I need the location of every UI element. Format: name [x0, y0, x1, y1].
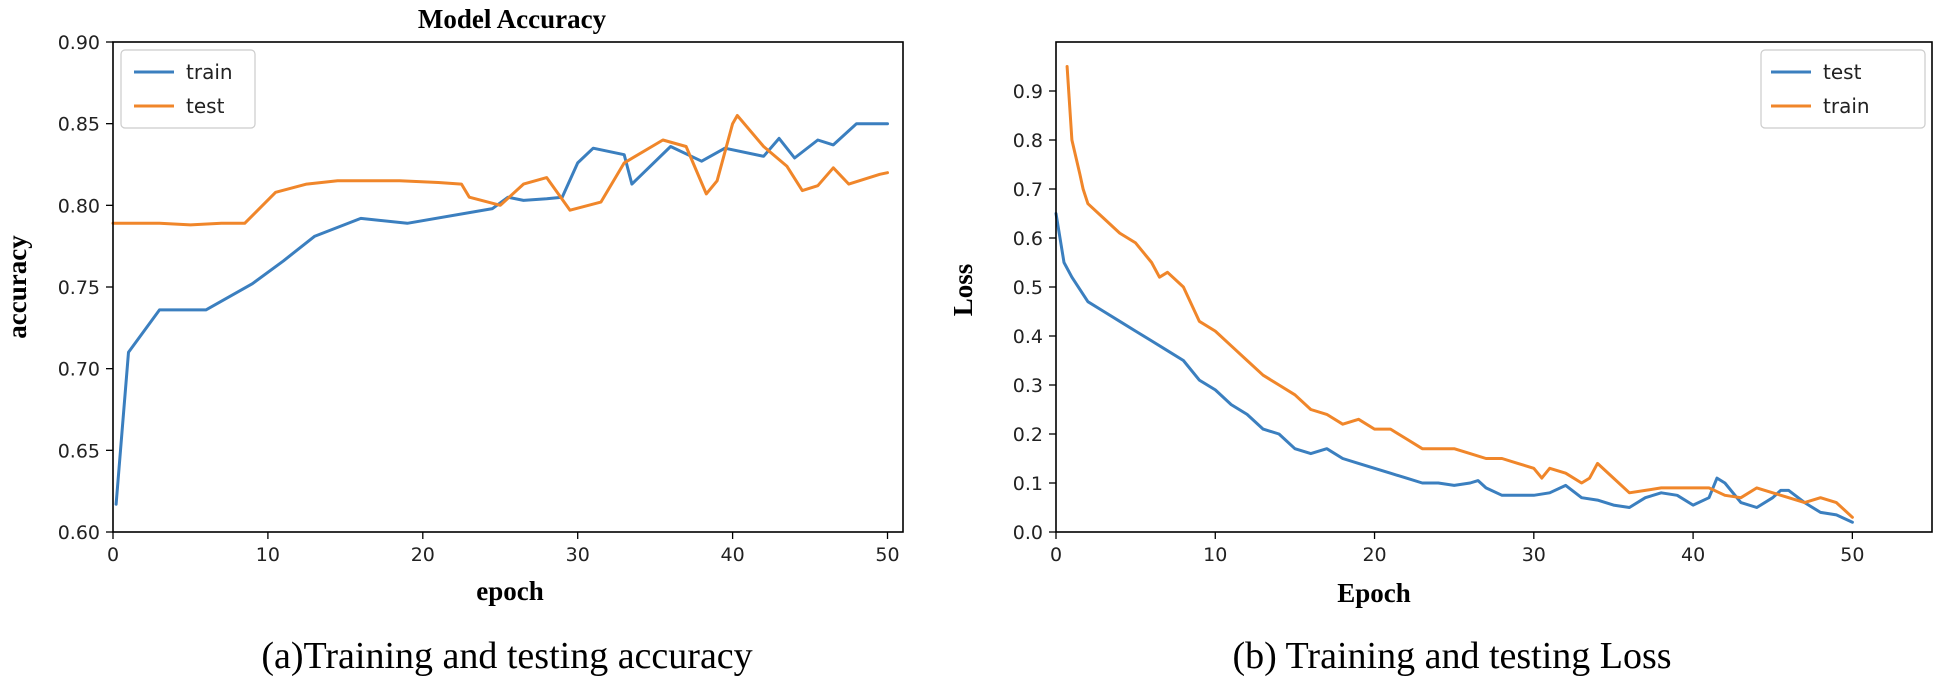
loss-x-axis-label: Epoch — [1337, 578, 1411, 608]
accuracy-x-tick-label: 30 — [566, 544, 590, 566]
loss-x-tick-label: 0 — [1050, 544, 1062, 566]
loss-x-tick-label: 30 — [1522, 544, 1546, 566]
accuracy-legend-label-train: train — [186, 60, 233, 84]
loss-legend: test train — [1760, 49, 1926, 129]
accuracy-series-test-line — [111, 114, 889, 227]
loss-y-tick-label: 0.0 — [1013, 522, 1043, 544]
loss-series-train-line — [1065, 65, 1854, 519]
accuracy-y-tick-label: 0.85 — [58, 114, 100, 136]
loss-caption: (b) Training and testing Loss — [1232, 635, 1671, 677]
accuracy-x-tick-label: 20 — [411, 544, 435, 566]
loss-y-tick-label: 0.8 — [1013, 130, 1043, 152]
loss-y-tick-label: 0.9 — [1013, 81, 1043, 103]
accuracy-y-tick-label: 0.60 — [58, 522, 100, 544]
loss-x-tick-label: 40 — [1681, 544, 1705, 566]
accuracy-x-tick-label: 10 — [256, 544, 280, 566]
loss-legend-label-test: test — [1823, 60, 1862, 84]
accuracy-caption: (a)Training and testing accuracy — [261, 635, 752, 677]
loss-legend-box — [1760, 49, 1926, 129]
accuracy-legend-label-test: test — [186, 94, 225, 118]
accuracy-y-tick-label: 0.75 — [58, 277, 100, 299]
loss-y-tick-label: 0.3 — [1013, 375, 1043, 397]
loss-y-tick-label: 0.2 — [1013, 424, 1043, 446]
loss-x-tick-label: 50 — [1840, 544, 1864, 566]
accuracy-x-tick-label: 0 — [107, 544, 119, 566]
loss-y-tick-label: 0.7 — [1013, 179, 1043, 201]
loss-x-tick-label: 10 — [1203, 544, 1227, 566]
accuracy-y-tick-label: 0.70 — [58, 359, 100, 381]
accuracy-legend: train test — [120, 49, 256, 129]
accuracy-x-axis-label: epoch — [476, 576, 544, 606]
loss-y-tick-label: 0.6 — [1013, 228, 1043, 250]
loss-y-tick-label: 0.4 — [1013, 326, 1043, 348]
loss-legend-label-train: train — [1823, 94, 1870, 118]
accuracy-chart-title: Model Accuracy — [418, 4, 607, 34]
accuracy-series-train-line — [114, 122, 889, 506]
accuracy-y-axis-label: accuracy — [2, 235, 32, 339]
accuracy-y-tick-label: 0.80 — [58, 195, 100, 217]
loss-y-tick-label: 0.5 — [1013, 277, 1043, 299]
loss-y-tick-label: 0.1 — [1013, 473, 1043, 495]
loss-x-tick-label: 20 — [1362, 544, 1386, 566]
accuracy-y-tick-label: 0.90 — [58, 32, 100, 54]
loss-y-axis-label: Loss — [948, 264, 978, 317]
accuracy-y-tick-label: 0.65 — [58, 440, 100, 462]
accuracy-x-tick-label: 50 — [875, 544, 899, 566]
loss-chart: 0 10 20 30 40 50 0.0 0.1 0.2 0.3 0.4 0.5 0.6 0.7 0.8 0.… — [948, 41, 1933, 677]
accuracy-legend-box — [120, 49, 256, 129]
accuracy-chart: Model Accuracy 0 10 20 30 40 50 0.60 0.65 0.70 0.… — [2, 4, 904, 677]
loss-series-test-line — [1054, 212, 1854, 524]
accuracy-x-tick-label: 40 — [721, 544, 745, 566]
